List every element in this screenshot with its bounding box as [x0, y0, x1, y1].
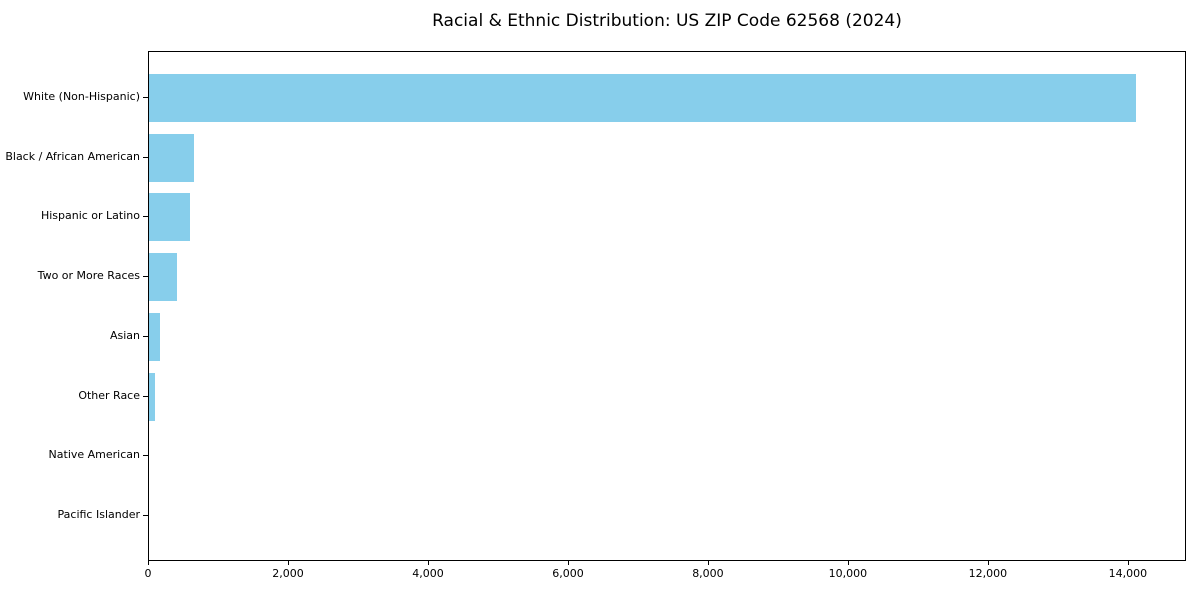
- bar-black-african-american: [149, 133, 195, 182]
- x-tick-mark: [987, 561, 989, 565]
- x-tick-label-14000: 14,000: [1108, 567, 1148, 580]
- x-tick-label-10000: 10,000: [828, 567, 868, 580]
- bar-white-non-hispanic: [149, 74, 1136, 122]
- y-tick-label-black-african-american: Black / African American: [5, 149, 140, 163]
- y-tick-label-native-american: Native American: [48, 448, 140, 462]
- x-tick-mark: [567, 561, 569, 565]
- bar-asian: [149, 312, 160, 361]
- plot-area: [148, 51, 1186, 561]
- x-tick-mark: [847, 561, 849, 565]
- bar-two-or-more-races: [149, 253, 177, 302]
- y-tick-mark: [143, 455, 148, 457]
- y-tick-label-two-or-more-races: Two or More Races: [37, 269, 140, 283]
- x-tick-label-12000: 12,000: [968, 567, 1008, 580]
- x-tick-mark: [427, 561, 429, 565]
- x-tick-mark: [148, 561, 149, 565]
- x-tick-mark: [707, 561, 709, 565]
- x-tick-label-0: 0: [144, 567, 152, 580]
- y-tick-mark: [143, 97, 148, 98]
- y-tick-mark: [143, 335, 148, 337]
- bar-hispanic-or-latino: [149, 193, 191, 242]
- x-tick-label-6000: 6,000: [552, 567, 584, 580]
- x-tick-label-4000: 4,000: [412, 567, 444, 580]
- chart-title: Racial & Ethnic Distribution: US ZIP Cod…: [432, 11, 902, 31]
- y-tick-mark: [143, 216, 148, 218]
- y-tick-label-pacific-islander: Pacific Islander: [57, 507, 140, 521]
- bar-other-race: [149, 372, 155, 421]
- x-tick-label-8000: 8,000: [692, 567, 724, 580]
- y-tick-label-hispanic-or-latino: Hispanic or Latino: [40, 209, 140, 223]
- y-tick-label-other-race: Other Race: [78, 388, 140, 402]
- y-tick-mark: [143, 395, 148, 397]
- x-tick-mark: [1127, 561, 1129, 565]
- x-tick-mark: [287, 561, 289, 565]
- y-tick-label-white-non-hispanic: White (Non-Hispanic): [23, 90, 140, 103]
- y-tick-mark: [143, 514, 148, 516]
- y-tick-label-asian: Asian: [109, 328, 140, 342]
- x-tick-label-2000: 2,000: [272, 567, 304, 580]
- y-tick-mark: [143, 156, 148, 158]
- y-tick-mark: [143, 276, 148, 278]
